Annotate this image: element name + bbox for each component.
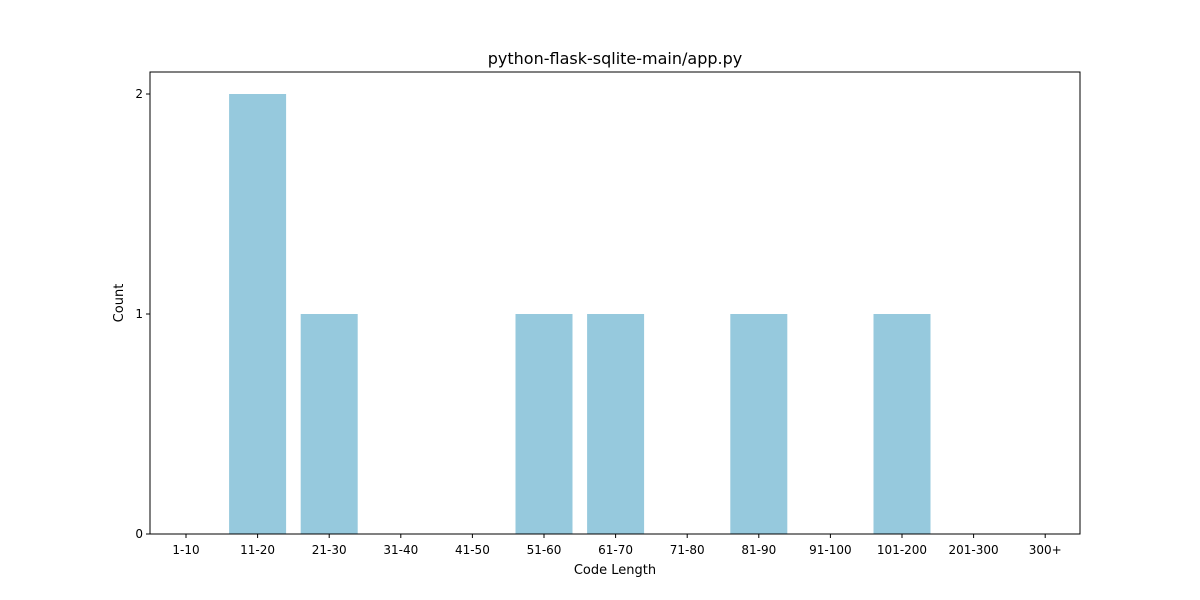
x-tick-label: 51-60 — [527, 543, 562, 557]
x-tick-label: 21-30 — [312, 543, 347, 557]
y-tick-label: 1 — [135, 307, 143, 321]
chart-title: python-flask-sqlite-main/app.py — [488, 49, 742, 68]
y-tick-label: 0 — [135, 527, 143, 541]
x-tick-label: 31-40 — [383, 543, 418, 557]
bar-61-70 — [587, 314, 645, 534]
bar-11-20 — [229, 94, 287, 534]
bars-group — [229, 94, 931, 534]
x-tick-label: 1-10 — [172, 543, 199, 557]
x-tick-label: 201-300 — [949, 543, 999, 557]
bar-101-200 — [873, 314, 931, 534]
x-tick-label: 91-100 — [809, 543, 852, 557]
x-axis: 1-10 11-20 21-30 31-40 41-50 51-60 61-70 71-80 8… — [172, 534, 1062, 557]
y-axis: 0 1 2 — [135, 87, 150, 541]
bar-51-60 — [515, 314, 573, 534]
x-tick-label: 61-70 — [598, 543, 633, 557]
y-axis-label: Count — [112, 284, 127, 323]
bar-21-30 — [300, 314, 358, 534]
x-tick-label: 300+ — [1029, 543, 1062, 557]
x-tick-label: 71-80 — [670, 543, 705, 557]
x-tick-label: 81-90 — [741, 543, 776, 557]
bar-81-90 — [730, 314, 788, 534]
x-axis-label: Code Length — [574, 563, 656, 578]
x-tick-label: 41-50 — [455, 543, 490, 557]
x-tick-label: 101-200 — [877, 543, 927, 557]
x-tick-label: 11-20 — [240, 543, 275, 557]
plot-frame — [149, 71, 1081, 535]
y-tick-label: 2 — [135, 87, 143, 101]
